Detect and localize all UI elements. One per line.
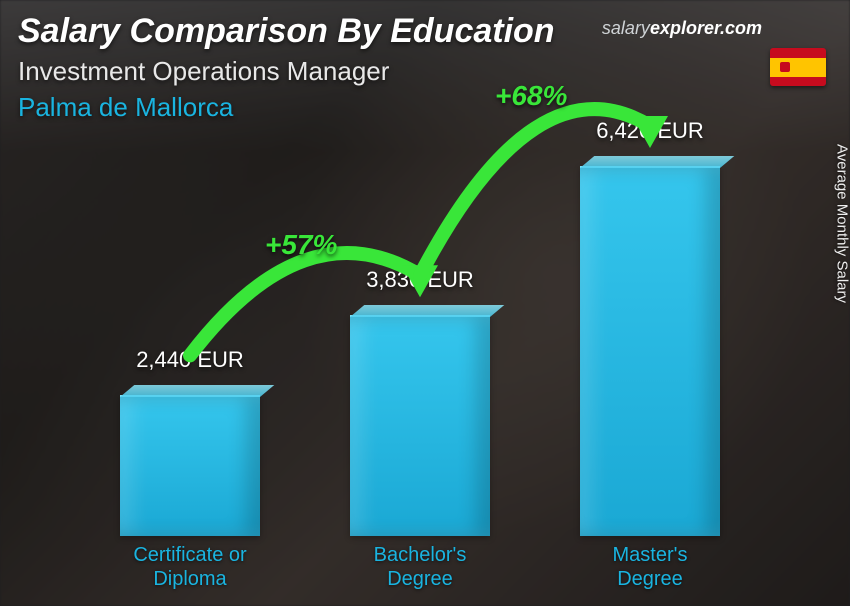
bar-category-label: Certificate orDiploma <box>100 543 280 591</box>
increase-pct-label: +68% <box>495 80 567 112</box>
content-layer: Salary Comparison By Education Investmen… <box>0 0 850 606</box>
brand-suffix: explorer.com <box>650 18 762 38</box>
increase-arrow-icon <box>90 136 750 536</box>
bar-chart: 2,440 EURCertificate orDiploma3,830 EURB… <box>90 136 750 536</box>
brand-prefix: salary <box>602 18 650 38</box>
y-axis-label: Average Monthly Salary <box>834 144 850 303</box>
chart-title: Salary Comparison By Education <box>18 12 555 51</box>
brand-label: salaryexplorer.com <box>602 18 762 39</box>
bar-category-label: Bachelor'sDegree <box>330 543 510 591</box>
spain-flag-icon <box>770 48 826 86</box>
bar-category-label: Master'sDegree <box>560 543 740 591</box>
chart-subtitle: Investment Operations Manager <box>18 56 389 87</box>
chart-location: Palma de Mallorca <box>18 92 233 123</box>
